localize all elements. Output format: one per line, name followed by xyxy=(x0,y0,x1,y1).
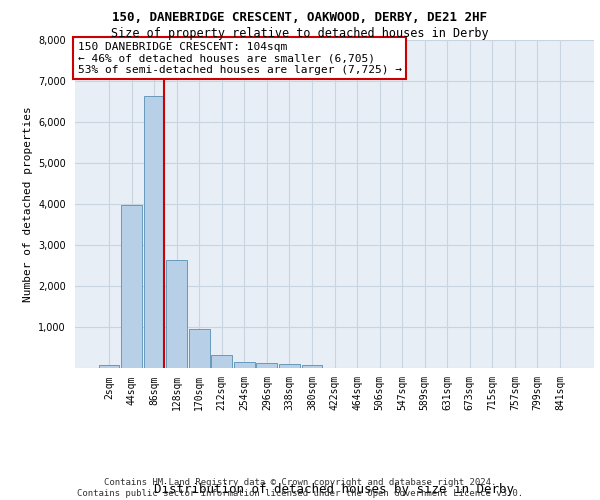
X-axis label: Distribution of detached houses by size in Derby: Distribution of detached houses by size … xyxy=(155,482,515,496)
Bar xyxy=(302,364,322,368)
Text: 150 DANEBRIDGE CRESCENT: 104sqm
← 46% of detached houses are smaller (6,705)
53%: 150 DANEBRIDGE CRESCENT: 104sqm ← 46% of… xyxy=(77,42,401,75)
Bar xyxy=(143,96,164,368)
Bar xyxy=(166,260,187,368)
Y-axis label: Number of detached properties: Number of detached properties xyxy=(23,106,32,302)
Text: 150, DANEBRIDGE CRESCENT, OAKWOOD, DERBY, DE21 2HF: 150, DANEBRIDGE CRESCENT, OAKWOOD, DERBY… xyxy=(113,11,487,24)
Bar xyxy=(256,362,277,368)
Bar xyxy=(211,355,232,368)
Bar xyxy=(279,364,300,368)
Text: Contains HM Land Registry data © Crown copyright and database right 2024.
Contai: Contains HM Land Registry data © Crown c… xyxy=(77,478,523,498)
Bar xyxy=(121,204,142,368)
Text: Size of property relative to detached houses in Derby: Size of property relative to detached ho… xyxy=(111,28,489,40)
Bar xyxy=(234,362,254,368)
Bar xyxy=(189,328,209,368)
Bar xyxy=(98,364,119,368)
